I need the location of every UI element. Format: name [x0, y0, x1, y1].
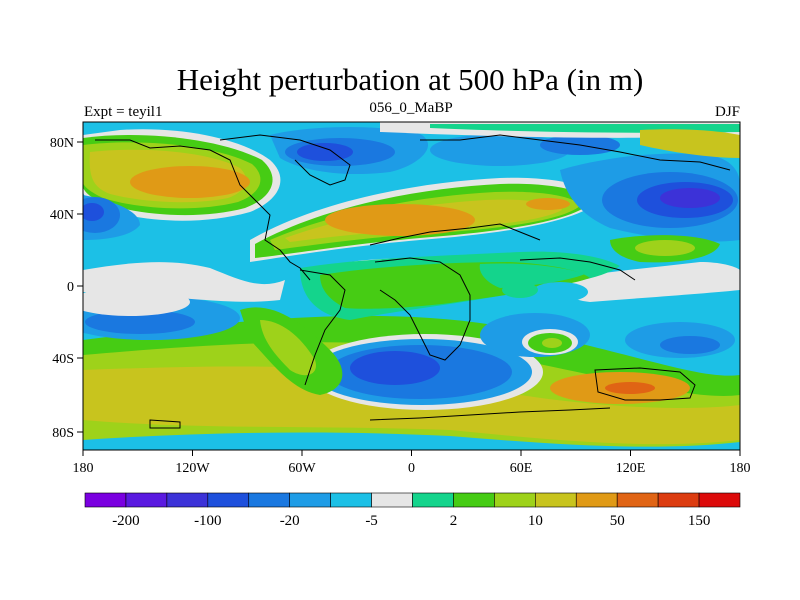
colorbar-box	[289, 492, 331, 508]
experiment-label: Expt = teyil1	[84, 104, 162, 120]
x-tick-label: 120W	[175, 461, 210, 476]
colorbar-box	[207, 492, 250, 508]
y-tick-label: 40N	[50, 208, 74, 223]
colorbar: -200 -100 -20 -5 2 10 50 150	[84, 492, 741, 529]
colorbar-label: -20	[280, 513, 300, 529]
colorbar-label: 2	[450, 513, 458, 529]
colorbar-box	[125, 492, 168, 508]
colorbar-box	[166, 492, 209, 508]
x-tick-label: 0	[408, 461, 415, 476]
colorbar-box	[453, 492, 495, 508]
colorbar-box	[698, 492, 741, 508]
colorbar-box	[248, 492, 290, 508]
colorbar-label: -5	[365, 513, 378, 529]
colorbar-label: 150	[688, 513, 711, 529]
colorbar-label: 50	[610, 513, 625, 529]
season-label: DJF	[715, 104, 740, 120]
colorbar-label: -200	[112, 513, 140, 529]
colorbar-label: 10	[528, 513, 543, 529]
map-field	[83, 122, 740, 450]
y-axis: 80N 40N 0 40S 80S	[50, 136, 83, 441]
colorbar-box	[330, 492, 372, 508]
x-axis: 180 120W 60W 0 60E 120E 180	[73, 450, 751, 476]
colorbar-box	[494, 492, 536, 508]
colorbar-box	[412, 492, 454, 508]
plot-title: Height perturbation at 500 hPa (in m)	[177, 62, 644, 97]
y-tick-label: 0	[67, 280, 74, 295]
x-tick-label: 120E	[616, 461, 646, 476]
colorbar-box	[575, 492, 618, 508]
colorbar-box	[535, 492, 577, 508]
x-tick-label: 60E	[510, 461, 533, 476]
center-label: 056_0_MaBP	[369, 100, 452, 116]
y-tick-label: 40S	[52, 352, 74, 367]
colorbar-label: -100	[194, 513, 222, 529]
colorbar-box	[84, 492, 127, 508]
x-tick-label: 60W	[288, 461, 316, 476]
colorbar-box	[657, 492, 700, 508]
x-tick-label: 180	[73, 461, 94, 476]
x-tick-label: 180	[730, 461, 751, 476]
colorbar-box	[371, 492, 413, 508]
colorbar-box	[616, 492, 659, 508]
y-tick-label: 80N	[50, 136, 74, 151]
y-tick-label: 80S	[52, 426, 74, 441]
